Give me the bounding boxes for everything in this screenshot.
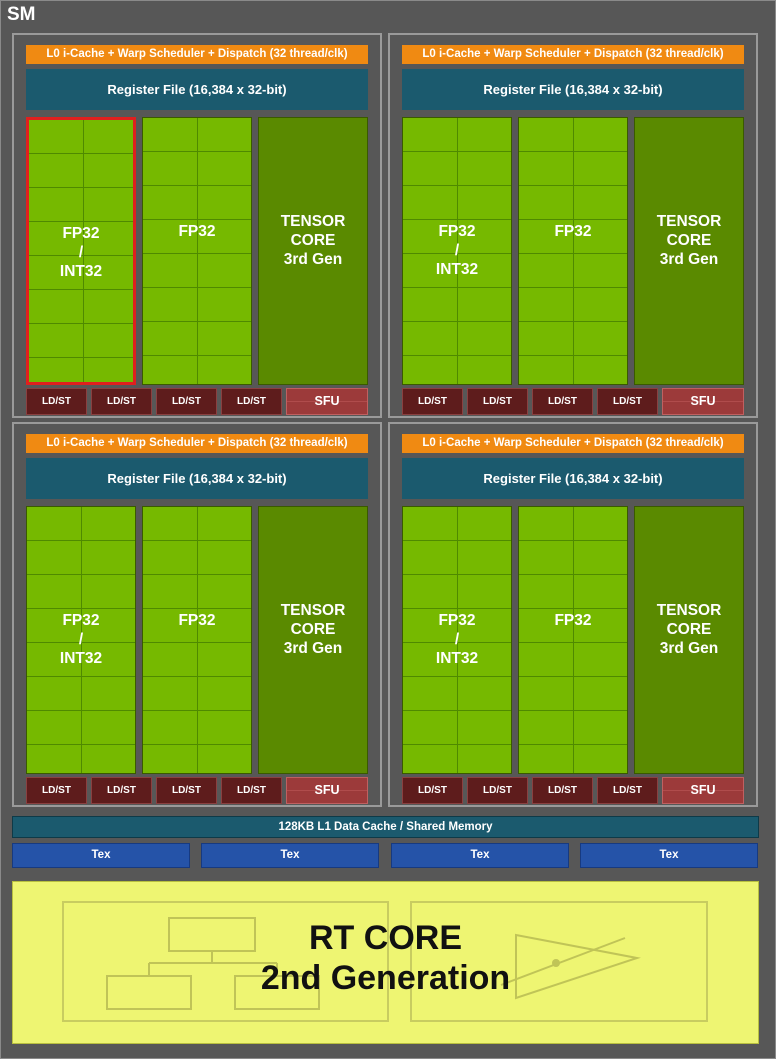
fp32-int32-unit: FP32 / INT32: [402, 117, 512, 385]
ldst-unit: LD/ST: [91, 777, 152, 804]
sfu-unit: SFU: [286, 388, 368, 415]
fp32-unit: FP32: [142, 506, 252, 774]
l0-scheduler-bar: L0 i-Cache + Warp Scheduler + Dispatch (…: [402, 45, 744, 64]
fp32-int32-label: FP32 / INT32: [59, 225, 103, 280]
fp32-int32-label: FP32 / INT32: [59, 612, 103, 667]
tex-unit-3: Tex: [391, 843, 569, 868]
tex-unit-4: Tex: [580, 843, 758, 868]
ldst-unit: LD/ST: [221, 388, 282, 415]
fp32-unit: FP32: [518, 506, 628, 774]
fp32-unit: FP32: [142, 117, 252, 385]
sfu-unit: SFU: [662, 777, 744, 804]
fp32-label: FP32: [178, 223, 216, 240]
fp32-int32-label: FP32 / INT32: [435, 223, 479, 278]
l0-scheduler-bar: L0 i-Cache + Warp Scheduler + Dispatch (…: [26, 434, 368, 453]
rt-core: RT CORE 2nd Generation: [12, 881, 759, 1044]
fp32-label: FP32: [554, 223, 592, 240]
fp32-label: FP32: [178, 612, 216, 629]
l0-scheduler-bar: L0 i-Cache + Warp Scheduler + Dispatch (…: [402, 434, 744, 453]
ldst-unit: LD/ST: [156, 388, 217, 415]
ldst-unit: LD/ST: [221, 777, 282, 804]
rt-core-title: RT CORE 2nd Generation: [13, 918, 758, 998]
tensor-core: TENSOR CORE 3rd Gen: [634, 506, 744, 774]
tex-unit-1: Tex: [12, 843, 190, 868]
tex-unit-2: Tex: [201, 843, 379, 868]
fp32-int32-unit: FP32 / INT32: [402, 506, 512, 774]
ldst-unit: LD/ST: [91, 388, 152, 415]
register-file: Register File (16,384 x 32-bit): [402, 69, 744, 110]
fp32-int32-unit: FP32 / INT32: [26, 506, 136, 774]
ldst-unit: LD/ST: [156, 777, 217, 804]
ldst-unit: LD/ST: [532, 777, 593, 804]
sfu-unit: SFU: [286, 777, 368, 804]
sm-title: SM: [7, 4, 36, 25]
rt-core-title-line2: 2nd Generation: [260, 959, 511, 997]
processing-block-2: L0 i-Cache + Warp Scheduler + Dispatch (…: [388, 33, 758, 418]
fp32-int32-unit: FP32 / INT32: [26, 117, 136, 385]
tensor-core-label: TENSOR CORE 3rd Gen: [280, 213, 346, 268]
register-file: Register File (16,384 x 32-bit): [402, 458, 744, 499]
fp32-label: FP32: [554, 612, 592, 629]
ldst-unit: LD/ST: [532, 388, 593, 415]
ldst-unit: LD/ST: [402, 777, 463, 804]
ldst-unit: LD/ST: [26, 388, 87, 415]
sfu-unit: SFU: [662, 388, 744, 415]
l1-data-cache: 128KB L1 Data Cache / Shared Memory: [12, 816, 759, 838]
ldst-unit: LD/ST: [597, 777, 658, 804]
tensor-core-label: TENSOR CORE 3rd Gen: [656, 213, 722, 268]
fp32-unit: FP32: [518, 117, 628, 385]
register-file: Register File (16,384 x 32-bit): [26, 458, 368, 499]
tensor-core: TENSOR CORE 3rd Gen: [258, 506, 368, 774]
rt-core-title-line1: RT CORE: [309, 919, 462, 957]
processing-block-4: L0 i-Cache + Warp Scheduler + Dispatch (…: [388, 422, 758, 807]
processing-block-3: L0 i-Cache + Warp Scheduler + Dispatch (…: [12, 422, 382, 807]
processing-block-1: L0 i-Cache + Warp Scheduler + Dispatch (…: [12, 33, 382, 418]
ldst-unit: LD/ST: [467, 388, 528, 415]
l0-scheduler-bar: L0 i-Cache + Warp Scheduler + Dispatch (…: [26, 45, 368, 64]
tensor-core: TENSOR CORE 3rd Gen: [634, 117, 744, 385]
ldst-unit: LD/ST: [467, 777, 528, 804]
ldst-unit: LD/ST: [26, 777, 87, 804]
ldst-unit: LD/ST: [402, 388, 463, 415]
tensor-core: TENSOR CORE 3rd Gen: [258, 117, 368, 385]
ldst-unit: LD/ST: [597, 388, 658, 415]
rt-core-illustration: [62, 901, 708, 1022]
tensor-core-label: TENSOR CORE 3rd Gen: [656, 602, 722, 657]
tensor-core-label: TENSOR CORE 3rd Gen: [280, 602, 346, 657]
fp32-int32-label: FP32 / INT32: [435, 612, 479, 667]
register-file: Register File (16,384 x 32-bit): [26, 69, 368, 110]
